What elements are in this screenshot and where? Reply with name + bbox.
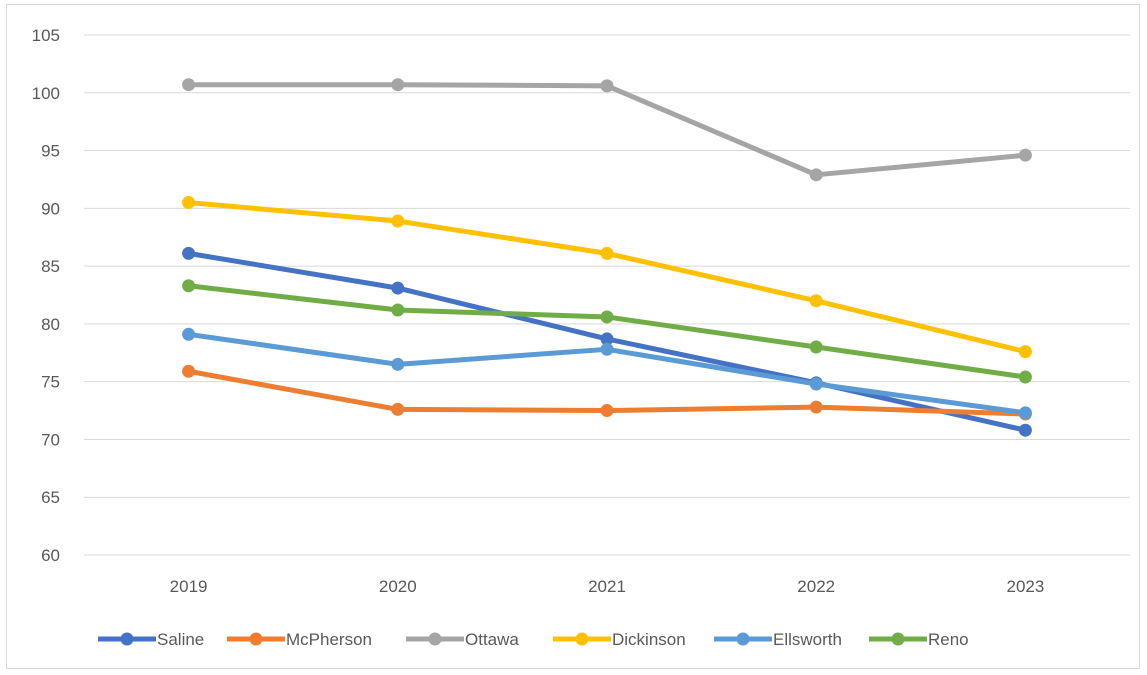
y-tick-label: 85: [41, 257, 60, 276]
data-point: [1018, 370, 1032, 384]
y-tick-label: 75: [41, 373, 60, 392]
data-point: [600, 332, 614, 346]
data-point: [809, 168, 823, 182]
data-point: [182, 279, 196, 293]
y-tick-label: 105: [32, 26, 60, 45]
data-point: [1018, 406, 1032, 420]
y-tick-label: 80: [41, 315, 60, 334]
legend-label: Ottawa: [465, 630, 519, 649]
legend-label: Reno: [928, 630, 969, 649]
data-point: [391, 303, 405, 317]
series-ottawa: [182, 78, 1032, 182]
series-dickinson: [182, 196, 1032, 359]
legend-item-dickinson: Dickinson: [553, 630, 686, 649]
legend-label: Saline: [157, 630, 204, 649]
gridlines: [84, 34, 1130, 556]
y-tick-label: 95: [41, 142, 60, 161]
legend-marker: [575, 632, 589, 646]
x-tick-label: 2019: [170, 577, 208, 596]
data-point: [600, 79, 614, 93]
data-point: [182, 327, 196, 341]
y-axis-tick-labels: 60 65 70 75 80 85 90 95 100 105: [32, 26, 60, 565]
data-point: [391, 357, 405, 371]
legend-marker: [891, 632, 905, 646]
legend-label: McPherson: [286, 630, 372, 649]
series-ellsworth: [182, 327, 1032, 420]
data-point: [391, 402, 405, 416]
x-tick-label: 2020: [379, 577, 417, 596]
data-point: [391, 214, 405, 228]
legend-label: Ellsworth: [773, 630, 842, 649]
legend-marker: [120, 632, 134, 646]
data-point: [809, 340, 823, 354]
series-mcpherson: [182, 364, 1032, 421]
series-lines: [182, 78, 1032, 437]
x-tick-label: 2022: [797, 577, 835, 596]
data-point: [182, 246, 196, 260]
y-tick-label: 100: [32, 84, 60, 103]
x-tick-label: 2023: [1006, 577, 1044, 596]
y-tick-label: 65: [41, 488, 60, 507]
data-point: [600, 310, 614, 324]
data-point: [809, 377, 823, 391]
legend: Saline McPherson Ottawa Dickinson Ellsworth R…: [98, 630, 969, 649]
series-line: [186, 200, 1028, 355]
legend-marker: [736, 632, 750, 646]
y-tick-label: 70: [41, 430, 60, 449]
data-point: [391, 281, 405, 295]
series-reno: [182, 279, 1032, 384]
data-point: [1018, 345, 1032, 359]
data-point: [1018, 148, 1032, 162]
data-point: [182, 196, 196, 210]
legend-item-reno: Reno: [869, 630, 969, 649]
legend-label: Dickinson: [612, 630, 686, 649]
data-point: [600, 404, 614, 418]
data-point: [600, 246, 614, 260]
data-point: [182, 364, 196, 378]
data-point: [600, 342, 614, 356]
legend-marker: [249, 632, 263, 646]
series-line: [186, 283, 1028, 380]
legend-item-ottawa: Ottawa: [406, 630, 519, 649]
series-line: [186, 82, 1028, 178]
data-point: [809, 294, 823, 308]
data-point: [391, 78, 405, 92]
legend-marker: [428, 632, 442, 646]
y-tick-label: 60: [41, 546, 60, 565]
legend-item-mcpherson: McPherson: [227, 630, 372, 649]
x-tick-label: 2021: [588, 577, 626, 596]
x-axis-tick-labels: 2019 2020 2021 2022 2023: [170, 577, 1045, 596]
legend-item-saline: Saline: [98, 630, 204, 649]
legend-item-ellsworth: Ellsworth: [714, 630, 842, 649]
data-point: [809, 400, 823, 414]
y-tick-label: 90: [41, 199, 60, 218]
data-point: [1018, 423, 1032, 437]
data-point: [182, 78, 196, 92]
